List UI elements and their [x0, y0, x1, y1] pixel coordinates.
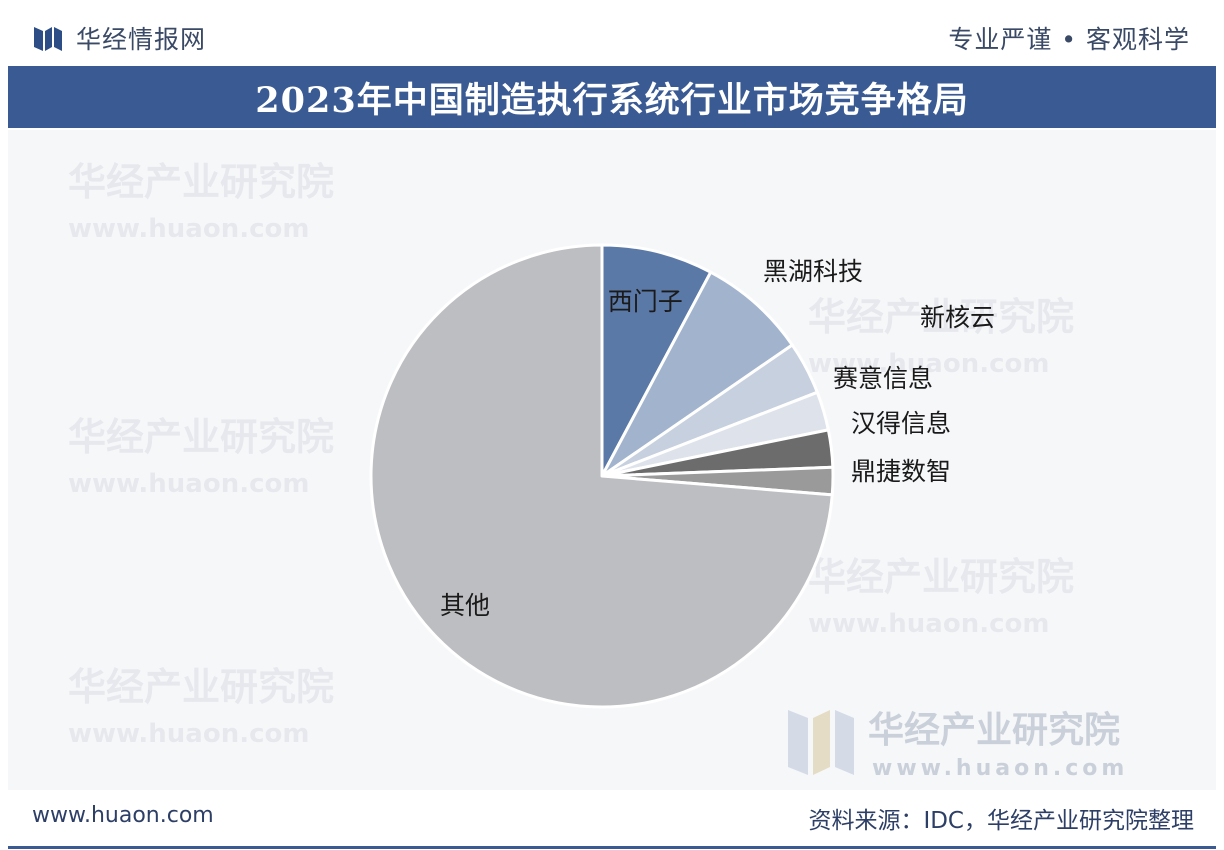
footer-source: 资料来源：IDC，华经产业研究院整理 — [808, 808, 1194, 834]
watermark-url: www.huaon.com — [808, 609, 1049, 639]
brand-mark-icon — [34, 25, 62, 51]
watermark-url-main: www.huaon.com — [872, 756, 1128, 781]
pie-label-2: 黑湖科技 — [763, 257, 863, 286]
watermark-text: 华经产业研究院 — [808, 555, 1074, 599]
watermark-text: 华经产业研究院 — [68, 160, 334, 204]
brand-logo[interactable]: 华经情报网 — [34, 20, 206, 56]
chart-area: 华经产业研究院 www.huaon.com 华经产业研究院 www.huaon.com… — [8, 130, 1216, 790]
header-tagline: 专业严谨 • 客观科学 — [948, 25, 1190, 54]
watermark-layer: 华经产业研究院 www.huaon.com 华经产业研究院 www.huaon.com… — [68, 160, 1128, 781]
watermark-url: www.huaon.com — [68, 469, 309, 499]
watermark-logo-icon — [788, 710, 854, 775]
title-bar: 2023年中国制造执行系统行业市场竞争格局 — [8, 66, 1216, 128]
pie-slice-7[interactable] — [369, 243, 834, 709]
watermark-url: www.huaon.com — [68, 719, 309, 749]
pie-label-5: 汉得信息 — [851, 409, 951, 438]
brand-name: 华经情报网 — [76, 25, 207, 54]
header: 华经情报网 专业严谨 • 客观科学 — [0, 0, 1224, 64]
watermark-brand-main: 华经产业研究院 — [868, 710, 1120, 751]
chart-title: 2023年中国制造执行系统行业市场竞争格局 — [255, 79, 969, 121]
pie-slice-2[interactable] — [600, 270, 794, 478]
pie-slice-1[interactable] — [600, 243, 713, 478]
watermark-url: www.huaon.com — [808, 349, 1049, 379]
watermark-text: 华经产业研究院 — [68, 665, 334, 709]
watermark-text: 华经产业研究院 — [68, 415, 334, 459]
pie-label-6: 鼎捷数智 — [851, 457, 951, 486]
footer-divider — [8, 846, 1216, 849]
footer — [0, 790, 1224, 850]
pie-chart: 华经产业研究院 www.huaon.com 华经产业研究院 www.huaon.com… — [68, 160, 1128, 781]
watermark-text: 华经产业研究院 — [808, 295, 1074, 339]
pie-label-1: 西门子 — [608, 287, 683, 316]
pie-slices — [369, 243, 835, 709]
pie-label-3: 新核云 — [920, 303, 995, 332]
watermark-url: www.huaon.com — [68, 214, 309, 244]
pie-label-7: 其他 — [440, 591, 490, 620]
footer-site-link[interactable]: www.huaon.com — [32, 803, 214, 828]
pie-label-4: 赛意信息 — [833, 364, 933, 393]
